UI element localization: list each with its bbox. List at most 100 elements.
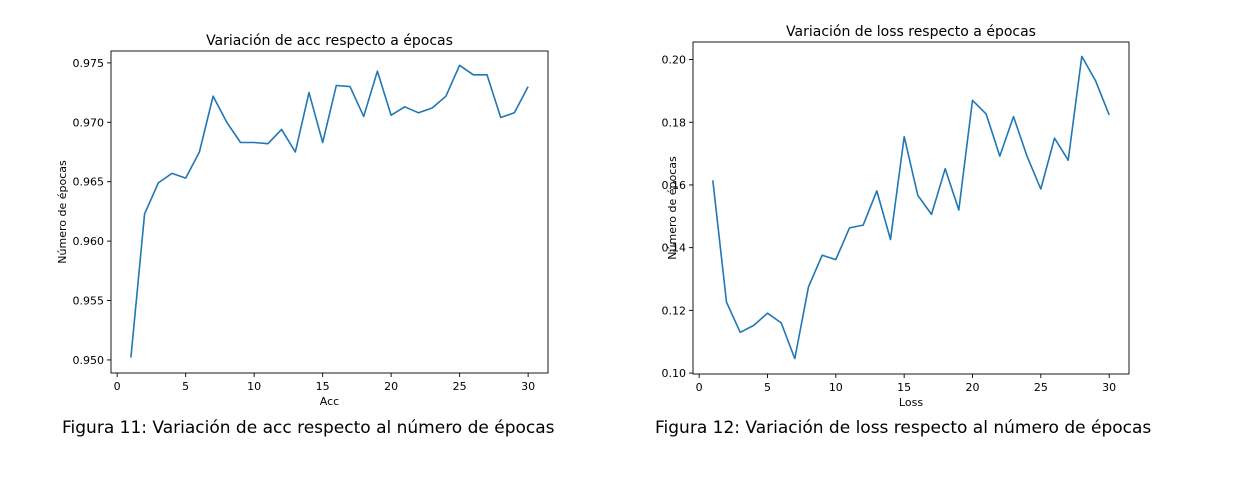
data-point-loss [1040, 188, 1042, 190]
x-tick-label-loss: 5 [764, 381, 771, 394]
data-point-loss [1067, 159, 1069, 161]
data-point-loss [930, 213, 932, 215]
data-point-acc [171, 172, 173, 174]
plot-frame-loss [692, 41, 1130, 375]
chart-title-acc: Variación de acc respecto a épocas [206, 33, 453, 49]
data-point-acc [280, 128, 282, 130]
figure-caption-loss: Figura 12: Variación de loss respecto al… [655, 418, 1152, 438]
data-point-acc [226, 121, 228, 123]
data-point-loss [848, 227, 850, 229]
y-tick-label-acc: 0.970 [73, 116, 105, 129]
data-point-acc [308, 91, 310, 93]
data-point-loss [835, 258, 837, 260]
data-point-loss [766, 312, 768, 314]
data-point-loss [917, 194, 919, 196]
x-tick-label-loss: 20 [966, 381, 980, 394]
data-point-loss [807, 286, 809, 288]
plot-frame-acc [110, 50, 549, 374]
data-point-acc [143, 213, 145, 215]
x-tick-label-acc: 10 [247, 380, 261, 393]
data-point-acc [417, 112, 419, 114]
data-point-loss [903, 135, 905, 137]
x-tick-label-acc: 5 [182, 380, 189, 393]
data-point-loss [971, 99, 973, 101]
data-point-acc [321, 141, 323, 143]
x-axis-label-loss: Loss [899, 396, 923, 409]
data-point-acc [363, 115, 365, 117]
data-point-acc [376, 70, 378, 72]
data-point-loss [958, 209, 960, 211]
data-point-acc [349, 85, 351, 87]
y-tick-label-loss: 0.14 [662, 242, 687, 255]
data-point-acc [294, 151, 296, 153]
data-point-acc [267, 142, 269, 144]
x-tick-label-loss: 0 [696, 381, 703, 394]
y-tick-label-loss: 0.12 [662, 304, 687, 317]
data-point-loss [1026, 156, 1028, 158]
y-tick-label-loss: 0.18 [662, 116, 687, 129]
data-point-acc [253, 141, 255, 143]
x-tick-label-acc: 0 [114, 380, 121, 393]
series-line-acc [130, 64, 529, 358]
chart-title-loss: Variación de loss respecto a épocas [786, 24, 1036, 40]
y-tick-label-acc: 0.975 [73, 57, 105, 70]
y-tick-label-acc: 0.965 [73, 176, 105, 189]
data-point-acc [458, 64, 460, 66]
x-axis-label-acc: Acc [320, 395, 339, 408]
data-point-loss [712, 179, 714, 181]
series-line-loss [712, 55, 1110, 360]
figure-loss: Variación de loss respecto a épocas 0 5 10 1… [624, 0, 1248, 479]
data-point-loss [862, 224, 864, 226]
y-tick-label-loss: 0.16 [662, 179, 687, 192]
y-axis-label-loss: Número de épocas [666, 156, 679, 260]
data-point-acc [212, 95, 214, 97]
data-point-acc [431, 107, 433, 109]
data-point-acc [527, 85, 529, 87]
y-tick-label-acc: 0.960 [73, 235, 105, 248]
data-point-loss [794, 357, 796, 359]
y-tick-label-acc: 0.950 [73, 354, 105, 367]
x-tick-label-acc: 25 [453, 380, 467, 393]
data-point-loss [821, 254, 823, 256]
acc-line-chart: Variación de acc respecto a épocas 0 5 10 15… [56, 33, 549, 408]
data-point-loss [985, 113, 987, 115]
y-tick-label-loss: 0.10 [662, 367, 687, 380]
data-point-acc [500, 116, 502, 118]
x-tick-label-acc: 30 [521, 380, 535, 393]
data-point-acc [184, 177, 186, 179]
data-point-loss [889, 238, 891, 240]
x-tick-label-loss: 15 [897, 381, 911, 394]
data-point-loss [1053, 137, 1055, 139]
data-point-acc [239, 141, 241, 143]
x-tick-label-acc: 15 [316, 380, 330, 393]
data-point-acc [445, 95, 447, 97]
x-tick-label-loss: 30 [1102, 381, 1116, 394]
data-point-loss [1081, 55, 1083, 57]
data-point-acc [157, 182, 159, 184]
data-point-loss [944, 167, 946, 169]
x-tick-label-loss: 25 [1034, 381, 1048, 394]
data-point-loss [1094, 79, 1096, 81]
y-axis-label-acc: Número de épocas [56, 160, 69, 264]
data-point-loss [780, 322, 782, 324]
data-point-loss [876, 190, 878, 192]
data-point-loss [725, 301, 727, 303]
x-tick-label-loss: 10 [829, 381, 843, 394]
data-point-acc [390, 114, 392, 116]
data-point-loss [753, 324, 755, 326]
y-tick-label-acc: 0.955 [73, 295, 105, 308]
data-point-acc [198, 151, 200, 153]
data-point-loss [999, 155, 1001, 157]
data-point-acc [486, 74, 488, 76]
data-point-loss [1108, 114, 1110, 116]
data-point-acc [513, 112, 515, 114]
figure-caption-acc: Figura 11: Variación de acc respecto al … [62, 418, 555, 438]
data-point-loss [1012, 115, 1014, 117]
figure-acc: Variación de acc respecto a épocas 0 5 10 15… [56, 33, 555, 438]
data-point-acc [404, 106, 406, 108]
data-point-acc [335, 84, 337, 86]
data-point-acc [130, 356, 132, 358]
data-point-acc [472, 74, 474, 76]
data-point-loss [739, 331, 741, 333]
loss-line-chart: Variación de loss respecto a épocas 0 5 10 1… [662, 24, 1130, 409]
